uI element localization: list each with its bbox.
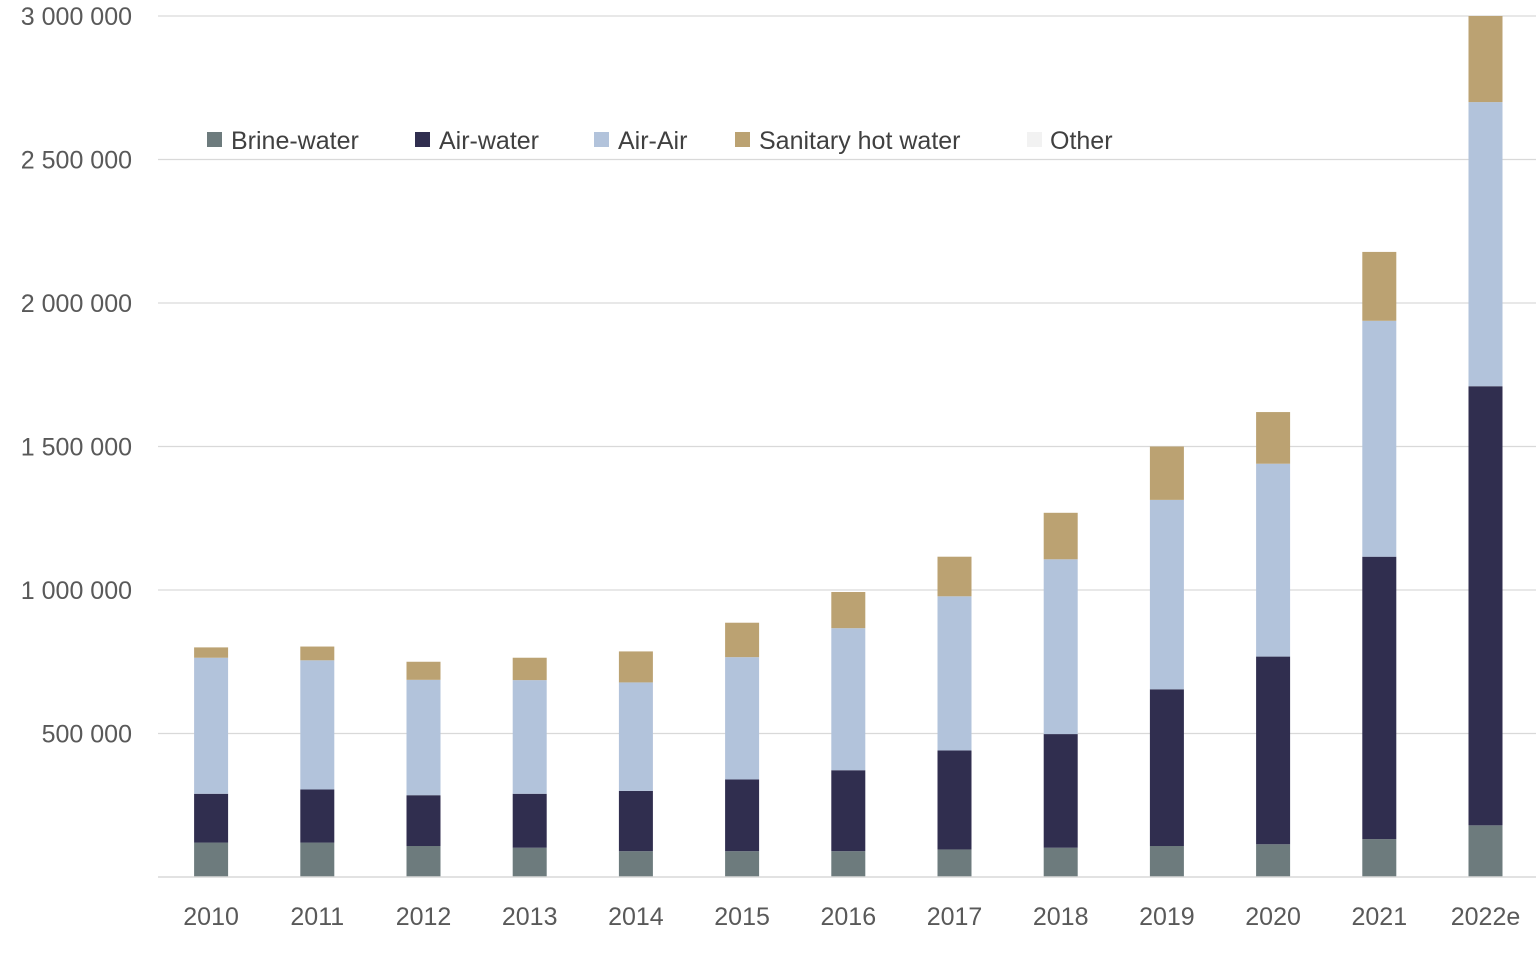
bar-segment-air-air: [194, 657, 229, 794]
bar-segment-brine-water: [725, 851, 760, 877]
bar-segment-air-water: [618, 790, 653, 852]
bar-segment-air-water: [512, 793, 547, 848]
legend-item: Sanitary hot water: [735, 127, 961, 155]
bar-segment-brine-water: [1362, 839, 1397, 877]
legend-item: Air-Air: [594, 127, 687, 155]
legend-label: Brine-water: [231, 127, 359, 155]
legend-swatch: [594, 132, 609, 147]
bar-segment-air-water: [300, 789, 335, 843]
bar-segment-air-water: [1362, 556, 1397, 840]
bar-segment-sanitary-hot-water: [725, 622, 760, 658]
legend-item: Brine-water: [207, 127, 359, 155]
bar-segment-air-water: [831, 770, 866, 852]
bar-segment-air-water: [406, 795, 441, 847]
bar-segment-brine-water: [512, 847, 547, 877]
axes: 500 000 1 000 000 1 500 000 2 000 000 2 500 …: [21, 3, 1536, 931]
bar-segment-brine-water: [618, 851, 653, 877]
legend-label: Air-Air: [618, 127, 687, 155]
bar-segment-sanitary-hot-water: [512, 657, 547, 681]
legend-swatch: [1027, 132, 1042, 147]
bar-segment-brine-water: [1149, 846, 1184, 877]
bar-segment-air-air: [512, 680, 547, 794]
bar-segment-air-air: [1468, 102, 1503, 387]
legend-label: Sanitary hot water: [759, 127, 961, 155]
bar-segment-sanitary-hot-water: [831, 592, 866, 629]
bar-segment-air-water: [1468, 386, 1503, 826]
legend-item: Air-water: [415, 127, 539, 155]
bar-segment-sanitary-hot-water: [1149, 446, 1184, 500]
legend-label: Other: [1050, 127, 1113, 155]
bar-segment-sanitary-hot-water: [194, 647, 229, 658]
y-tick-label: 1 000 000: [21, 577, 132, 605]
bar-segment-sanitary-hot-water: [300, 646, 335, 661]
y-tick-label: 2 500 000: [21, 147, 132, 175]
legend-label: Air-water: [439, 127, 539, 155]
bar-segment-brine-water: [194, 842, 229, 877]
x-tick-label: 2013: [502, 903, 558, 931]
bar-segment-brine-water: [831, 851, 866, 877]
bar-segment-sanitary-hot-water: [1362, 251, 1397, 321]
bars: [194, 16, 1503, 877]
bar-segment-air-air: [1256, 463, 1291, 657]
bar-segment-sanitary-hot-water: [1256, 412, 1291, 464]
y-tick-label: 500 000: [42, 721, 132, 749]
bar-segment-air-air: [1362, 320, 1397, 557]
x-tick-label: 2014: [608, 903, 664, 931]
y-tick-label: 2 000 000: [21, 290, 132, 318]
bar-segment-air-air: [406, 679, 441, 796]
bar-segment-sanitary-hot-water: [1468, 16, 1503, 103]
bar-segment-sanitary-hot-water: [618, 651, 653, 683]
bar-segment-air-air: [831, 628, 866, 771]
x-tick-label: 2022e: [1451, 903, 1521, 931]
legend-swatch: [415, 132, 430, 147]
bar-segment-air-air: [1149, 499, 1184, 690]
bar-segment-brine-water: [1256, 844, 1291, 877]
bar-segment-sanitary-hot-water: [406, 661, 441, 680]
x-tick-label: 2017: [927, 903, 983, 931]
y-tick-label: 1 500 000: [21, 434, 132, 462]
bar-segment-air-water: [194, 793, 229, 843]
bar-segment-brine-water: [1043, 847, 1078, 877]
x-tick-label: 2015: [714, 903, 770, 931]
bar-segment-brine-water: [406, 846, 441, 877]
gridlines: [158, 15, 1536, 735]
bar-segment-sanitary-hot-water: [937, 556, 972, 597]
x-tick-label: 2012: [396, 903, 452, 931]
legend-swatch: [207, 132, 222, 147]
bar-segment-air-water: [1043, 734, 1078, 848]
x-tick-label: 2011: [290, 903, 344, 931]
y-tick-label: 3 000 000: [21, 3, 132, 31]
bar-segment-air-air: [937, 596, 972, 751]
x-tick-label: 2020: [1245, 903, 1301, 931]
x-tick-label: 2018: [1033, 903, 1089, 931]
bar-segment-air-water: [1256, 656, 1291, 845]
bar-segment-brine-water: [1468, 825, 1503, 877]
legend-item: Other: [1027, 127, 1113, 155]
bar-segment-air-water: [1149, 689, 1184, 847]
bar-segment-air-water: [725, 779, 760, 852]
x-tick-label: 2016: [820, 903, 876, 931]
bar-segment-sanitary-hot-water: [1043, 512, 1078, 560]
bar-segment-brine-water: [937, 849, 972, 877]
x-tick-label: 2021: [1351, 903, 1407, 931]
bar-segment-brine-water: [300, 842, 335, 877]
x-tick-label: 2010: [183, 903, 239, 931]
bar-segment-air-air: [618, 682, 653, 791]
bar-segment-air-air: [300, 660, 335, 790]
bar-segment-air-air: [1043, 559, 1078, 735]
bar-segment-air-water: [937, 750, 972, 850]
legend: Brine-water Air-water Air-Air Sanitary hot …: [207, 127, 1113, 155]
legend-swatch: [735, 132, 750, 147]
x-tick-label: 2019: [1139, 903, 1195, 931]
bar-segment-air-air: [725, 657, 760, 780]
